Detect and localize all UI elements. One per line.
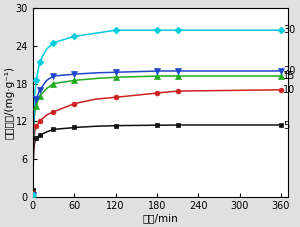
Text: 30: 30 xyxy=(283,25,295,35)
Text: 20: 20 xyxy=(283,66,296,76)
Text: 15: 15 xyxy=(283,71,296,81)
Text: 10: 10 xyxy=(283,85,295,95)
Text: 5: 5 xyxy=(283,121,289,131)
Y-axis label: 吸附容量/(mg·g⁻¹): 吸附容量/(mg·g⁻¹) xyxy=(4,66,14,139)
X-axis label: 时间/min: 时间/min xyxy=(142,213,178,223)
